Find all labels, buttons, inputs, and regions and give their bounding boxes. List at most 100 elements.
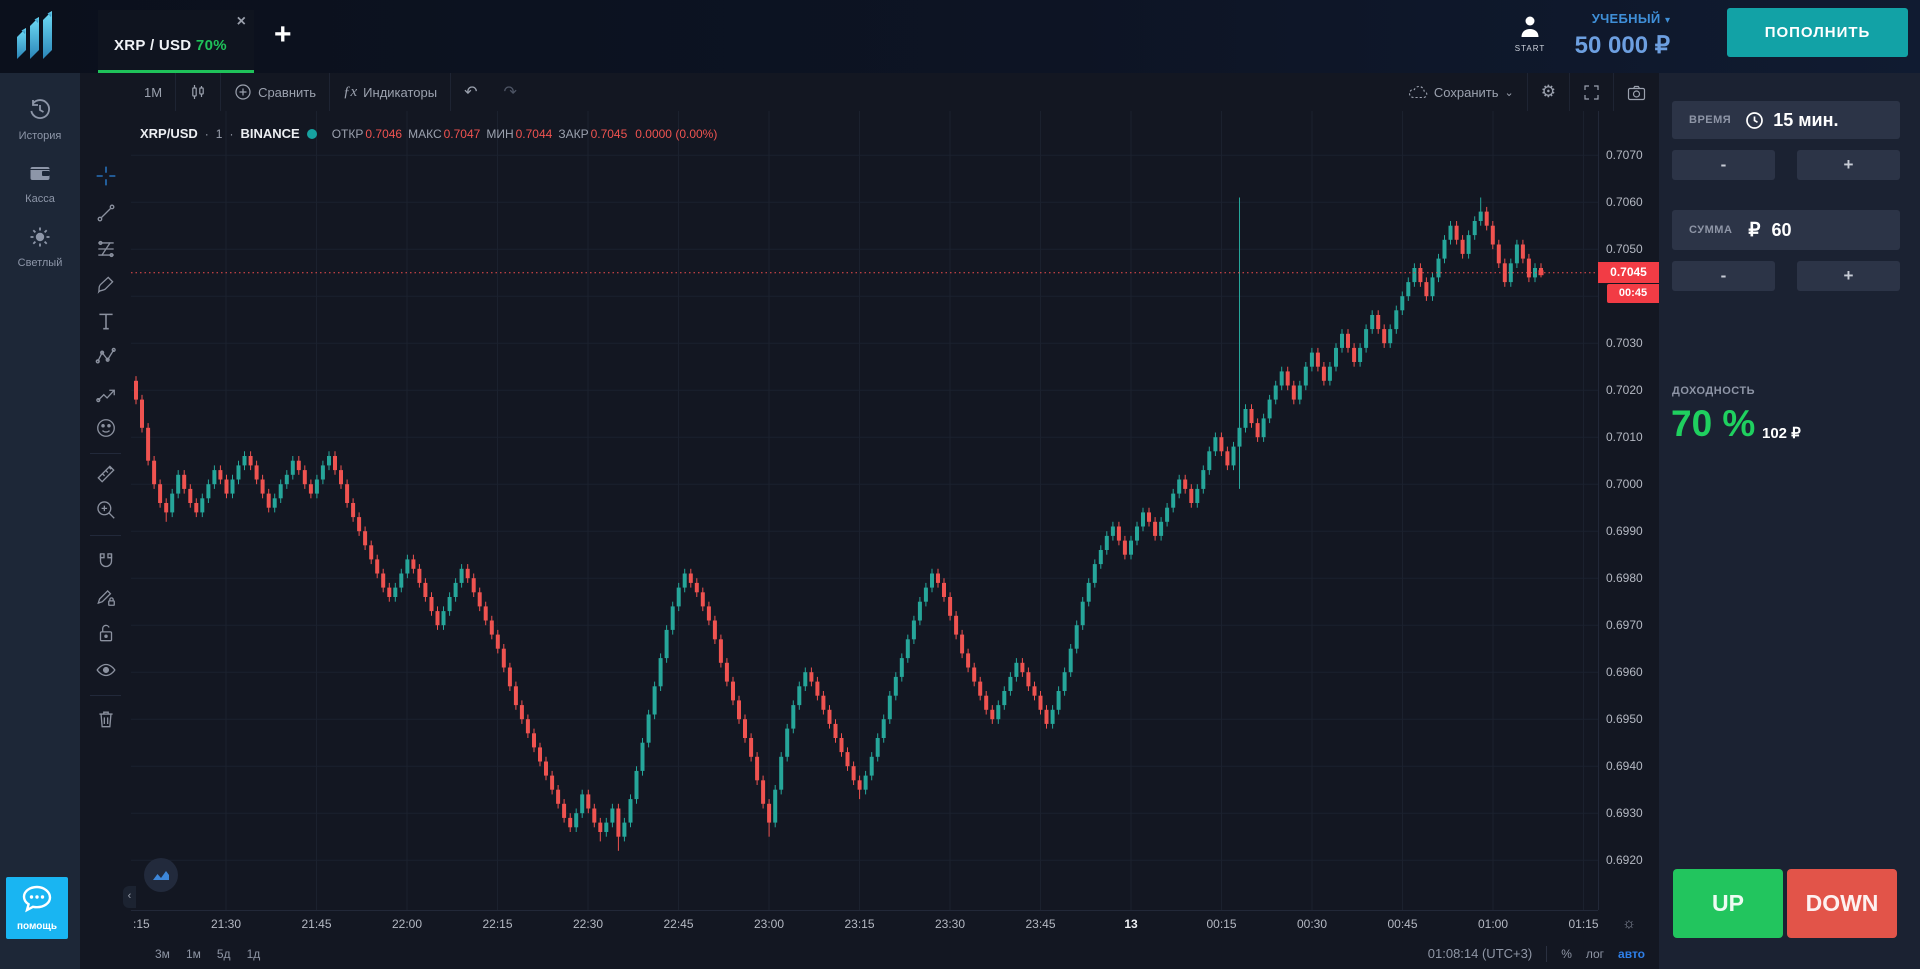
time-tick: 22:00	[391, 917, 423, 931]
up-trade-button[interactable]: UP	[1673, 869, 1783, 938]
asset-tab-xrp-usd[interactable]: XRP / USD 70% ×	[98, 10, 254, 73]
drawing-mode-lock-icon[interactable]	[95, 586, 117, 608]
trade-panel: ВРЕМЯ 15 мин. - + СУММА ₽ 60 - + ДОХОДНО…	[1659, 73, 1920, 969]
redo-button[interactable]: ↷	[490, 80, 529, 104]
gear-icon: ⚙	[1540, 82, 1556, 101]
price-tick: 0.6930	[1606, 806, 1643, 821]
chart-provider-logo[interactable]	[144, 858, 178, 892]
brand-logo-icon[interactable]	[14, 9, 58, 63]
price-tick: 0.7030	[1606, 336, 1643, 351]
measure-tool-icon[interactable]	[95, 463, 117, 485]
account-switcher[interactable]: УЧЕБНЫЙ ▾ 50 000 ₽	[1560, 10, 1670, 60]
price-tick: 0.6980	[1606, 571, 1643, 586]
sidebar-item-theme-light[interactable]: Светлый	[0, 225, 80, 269]
footer-separator	[1546, 945, 1548, 962]
toolbar-separator	[1569, 73, 1570, 111]
forecast-tool-icon[interactable]	[95, 382, 117, 404]
fullscreen-icon	[1584, 84, 1599, 100]
sidebar-item-cashier[interactable]: Касса	[0, 161, 80, 205]
collapse-toolbar-handle[interactable]: ‹	[123, 886, 136, 908]
candlestick-chart[interactable]	[131, 111, 1598, 910]
undo-button[interactable]: ↶	[451, 80, 490, 104]
account-profile-button[interactable]: START	[1508, 12, 1552, 53]
pattern-tool-icon[interactable]	[95, 346, 117, 368]
sun-icon	[30, 227, 50, 247]
toolbar-separator	[90, 535, 121, 536]
range-button-1м[interactable]: 1м	[185, 946, 201, 961]
chart-settings-button[interactable]: ⚙	[1528, 80, 1569, 104]
time-tick: :15	[133, 917, 150, 931]
range-button-1д[interactable]: 1д	[246, 946, 261, 961]
log-scale-button[interactable]: лог	[1585, 946, 1605, 961]
range-button-5д[interactable]: 5д	[216, 946, 231, 961]
crosshair-tool-icon[interactable]	[95, 165, 117, 187]
indicators-button[interactable]: ƒx Индикаторы	[343, 83, 438, 100]
sidebar-item-history[interactable]: История	[0, 98, 80, 142]
text-tool-icon[interactable]	[95, 310, 117, 332]
price-tick: 0.7000	[1606, 477, 1643, 492]
fullscreen-button[interactable]	[1570, 80, 1613, 104]
time-value: 15 мин.	[1773, 109, 1839, 130]
price-tick: 0.7070	[1606, 148, 1643, 163]
time-increase-button[interactable]: +	[1797, 150, 1900, 180]
hide-drawings-eye-icon[interactable]	[95, 659, 117, 681]
asset-tab-label: XRP / USD 70%	[114, 37, 227, 54]
save-layout-button[interactable]: Сохранить ⌄	[1395, 80, 1527, 104]
footer-right: 01:08:14 (UTC+3) % лог авто	[1427, 945, 1645, 962]
server-clock: 01:08:14 (UTC+3)	[1427, 946, 1533, 961]
time-tick: 22:30	[572, 917, 604, 931]
cloud-icon	[1408, 86, 1428, 99]
magnet-tool-icon[interactable]	[95, 550, 117, 572]
time-tick: 21:45	[301, 917, 332, 931]
toolbar-separator	[90, 453, 121, 454]
chart-style-button[interactable]	[176, 80, 220, 104]
trend-line-tool-icon[interactable]	[95, 202, 117, 224]
amount-increase-button[interactable]: +	[1797, 261, 1900, 291]
chevron-down-icon: ▾	[1664, 15, 1670, 26]
auto-scale-button[interactable]: авто	[1618, 946, 1645, 961]
top-bar: XRP / USD 70% × + START УЧЕБНЫЙ ▾ 50 000…	[0, 0, 1920, 73]
emoji-tool-icon[interactable]	[95, 417, 117, 439]
down-trade-button[interactable]: DOWN	[1787, 869, 1897, 938]
deposit-button[interactable]: ПОПОЛНИТЬ	[1727, 8, 1908, 57]
brush-tool-icon[interactable]	[95, 273, 117, 295]
toolbar-separator	[450, 73, 452, 111]
lock-tool-icon[interactable]	[95, 622, 117, 644]
time-decrease-button[interactable]: -	[1672, 150, 1775, 180]
time-tick: 23:45	[1025, 917, 1056, 931]
price-axis[interactable]: 0.7070 0.7060 0.7050 0.7030 0.7020 0.7010 0.70…	[1598, 111, 1659, 910]
time-tick: 01:00	[1477, 917, 1509, 931]
legend-interval: 1	[215, 126, 223, 141]
help-chat-button[interactable]: помощь	[6, 877, 68, 939]
interval-button[interactable]: 1M	[144, 84, 163, 100]
price-tick: 0.6960	[1606, 665, 1643, 680]
expiry-time-selector[interactable]: ВРЕМЯ 15 мин.	[1672, 101, 1900, 139]
compare-button[interactable]: Сравнить	[221, 80, 329, 104]
time-axis[interactable]: :15 21:30 21:45 22:00 22:15 22:30 22:45 23:00 23…	[131, 910, 1598, 938]
time-tick: 23:30	[934, 917, 966, 931]
chat-bubble-icon	[22, 885, 52, 913]
user-icon	[1521, 16, 1539, 37]
account-balance: 50 000 ₽	[1574, 32, 1670, 59]
percent-scale-button[interactable]: %	[1561, 946, 1572, 961]
current-price-badge: 0.7045	[1598, 262, 1659, 284]
price-tick: 0.7010	[1606, 430, 1643, 445]
fibonacci-tool-icon[interactable]	[95, 238, 117, 260]
range-button-3м[interactable]: 3м	[155, 946, 170, 961]
clock-icon	[1746, 111, 1764, 129]
fx-icon: ƒx	[343, 83, 358, 100]
amount-decrease-button[interactable]: -	[1672, 261, 1775, 291]
time-tick: 00:45	[1387, 917, 1418, 931]
legend-symbol[interactable]: XRP/USD	[140, 126, 198, 141]
time-tick: 13	[1124, 917, 1138, 931]
sidebar-item-label: Касса	[25, 193, 55, 205]
account-type-label: УЧЕБНЫЙ	[1591, 11, 1661, 26]
amount-input[interactable]: СУММА ₽ 60	[1672, 210, 1900, 250]
add-tab-button[interactable]: +	[274, 18, 292, 51]
zoom-in-tool-icon[interactable]	[95, 499, 117, 521]
close-tab-icon[interactable]: ×	[236, 13, 246, 30]
snapshot-button[interactable]	[1614, 80, 1659, 104]
axis-settings-icon[interactable]: ☼	[1622, 915, 1636, 932]
delete-drawings-trash-icon[interactable]	[95, 708, 117, 730]
help-label: помощь	[17, 921, 57, 932]
